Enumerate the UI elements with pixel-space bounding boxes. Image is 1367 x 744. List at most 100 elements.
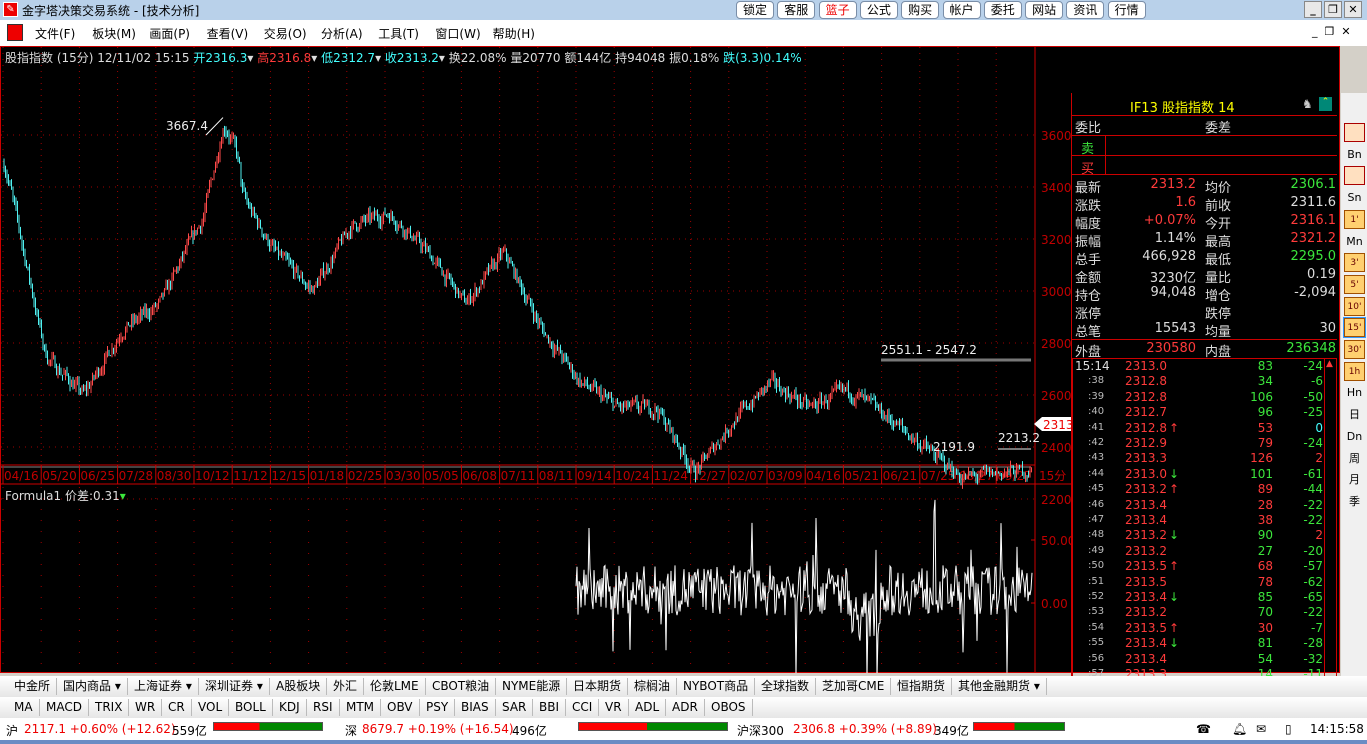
market-tab-1[interactable]: 国内商品 ▾: [57, 678, 128, 695]
indicator-tab-adl[interactable]: ADL: [629, 699, 667, 716]
indicator-tab-vr[interactable]: VR: [599, 699, 629, 716]
indicator-tab-mtm[interactable]: MTM: [340, 699, 382, 716]
market-tab-14[interactable]: 恒指期货: [891, 678, 953, 695]
quote-label: 今开: [1205, 217, 1232, 232]
menu-item-4[interactable]: 交易(O): [263, 27, 307, 41]
period-10m[interactable]: 10': [1344, 296, 1365, 316]
period-Hn[interactable]: Hn: [1346, 386, 1363, 400]
market-tab-7[interactable]: CBOT粮油: [426, 678, 497, 695]
top-button-7[interactable]: 网站: [1025, 1, 1064, 19]
indicator-tab-ma[interactable]: MA: [8, 699, 40, 716]
quote-value: 2295.0: [1290, 249, 1337, 264]
market-tab-3[interactable]: 深圳证券 ▾: [199, 678, 270, 695]
tick-price: 2312.7: [1125, 405, 1167, 420]
period-15m[interactable]: 15': [1343, 317, 1366, 339]
period-周[interactable]: 周: [1349, 451, 1360, 465]
indicator-tab-obv[interactable]: OBV: [381, 699, 420, 716]
expand-icon[interactable]: ⌃: [1319, 97, 1332, 111]
menu-item-7[interactable]: 窗口(W): [435, 27, 481, 41]
maximize-button[interactable]: ❐: [1324, 1, 1342, 18]
top-button-1[interactable]: 客服: [777, 1, 816, 19]
tick-list[interactable]: 15:14 2313.0 83 -24:38 2312.8 34 -6:39 2312.8 10…: [1072, 358, 1325, 712]
market-tab-12[interactable]: 全球指数: [755, 678, 817, 695]
market-tab-11[interactable]: NYBOT商品: [677, 678, 756, 695]
indicator-tab-trix[interactable]: TRIX: [89, 699, 130, 716]
market-tab-0[interactable]: 中金所: [8, 678, 58, 695]
period-chart[interactable]: [1344, 123, 1365, 142]
minimize-button[interactable]: _: [1304, 1, 1322, 18]
period-Sn[interactable]: Sn: [1347, 191, 1362, 205]
menu-item-8[interactable]: 帮助(H): [492, 27, 535, 41]
market-tab-8[interactable]: NYME能源: [496, 678, 568, 695]
phone-icon[interactable]: ▯: [1285, 722, 1292, 736]
indicator-tab-wr[interactable]: WR: [129, 699, 163, 716]
pin-icon[interactable]: ♞: [1302, 97, 1313, 111]
top-button-0[interactable]: 锁定: [736, 1, 774, 19]
period-1h[interactable]: 1h: [1344, 361, 1365, 381]
period-3m[interactable]: 3': [1344, 253, 1365, 273]
indicator-tab-cr[interactable]: CR: [162, 699, 192, 716]
tick-price: 2313.3: [1125, 451, 1167, 466]
market-tab-2[interactable]: 上海证券 ▾: [128, 678, 199, 695]
top-button-8[interactable]: 资讯: [1066, 1, 1105, 19]
indicator-tab-boll[interactable]: BOLL: [229, 699, 273, 716]
menu-item-1[interactable]: 板块(M): [92, 27, 136, 41]
bell-icon[interactable]: 🔔︎: [1232, 722, 1248, 736]
market-tab-10[interactable]: 棕榈油: [628, 678, 678, 695]
period-1m[interactable]: 1': [1344, 209, 1365, 229]
period-Dn[interactable]: Dn: [1346, 429, 1363, 443]
indicator-tab-kdj[interactable]: KDJ: [273, 699, 307, 716]
market-tab-15[interactable]: 其他金融期货 ▾: [952, 678, 1047, 695]
market-tab-9[interactable]: 日本期货: [567, 678, 629, 695]
tick-delta: 2: [1315, 451, 1323, 466]
quote-value: 30: [1319, 321, 1336, 336]
close-button[interactable]: ✕: [1344, 1, 1362, 18]
period-30m[interactable]: 30': [1344, 340, 1365, 359]
top-button-2[interactable]: 篮子: [818, 1, 857, 19]
tick-time: :43: [1088, 452, 1105, 464]
mail-icon[interactable]: ✉: [1256, 722, 1267, 736]
period-日[interactable]: 日: [1349, 408, 1360, 422]
market-tab-6[interactable]: 伦敦LME: [364, 678, 426, 695]
child-window-controls[interactable]: _ ❐ ✕: [1312, 25, 1351, 38]
tick-delta: -20: [1303, 543, 1323, 558]
indicator-tab-bbi[interactable]: BBI: [533, 699, 567, 716]
x-tick-label: 04/16: [806, 469, 841, 483]
x-tick-label: 05/20: [42, 469, 77, 483]
menu-item-2[interactable]: 画面(P): [149, 27, 190, 41]
top-button-4[interactable]: 购买: [901, 1, 940, 19]
market-tab-4[interactable]: A股板块: [270, 678, 328, 695]
y-tick-label: 2400: [1041, 441, 1071, 455]
menu-item-0[interactable]: 文件(F): [35, 27, 76, 41]
period-Mn[interactable]: Mn: [1346, 234, 1363, 248]
network-icon[interactable]: ☎: [1196, 722, 1211, 736]
market-tab-13[interactable]: 芝加哥CME: [816, 678, 892, 695]
indicator-tab-cci[interactable]: CCI: [566, 699, 600, 716]
top-button-5[interactable]: 帐户: [942, 1, 981, 19]
indicator-tab-bias[interactable]: BIAS: [455, 699, 496, 716]
top-button-3[interactable]: 公式: [859, 1, 898, 19]
tick-volume: 106: [1250, 389, 1273, 404]
indicator-tab-psy[interactable]: PSY: [420, 699, 456, 716]
market-tab-5[interactable]: 外汇: [327, 678, 365, 695]
indicator-tab-sar[interactable]: SAR: [496, 699, 534, 716]
period-Bn[interactable]: Bn: [1347, 147, 1362, 161]
indicator-tab-obos[interactable]: OBOS: [705, 699, 753, 716]
tick-scrollbar[interactable]: ▲ ▼: [1324, 358, 1337, 702]
menu-item-6[interactable]: 工具(T): [378, 27, 419, 41]
tick-delta: -62: [1303, 574, 1323, 589]
indicator-tab-macd[interactable]: MACD: [40, 699, 89, 716]
indicator-tab-adr[interactable]: ADR: [666, 699, 705, 716]
top-button-6[interactable]: 委托: [983, 1, 1022, 19]
menu-item-5[interactable]: 分析(A): [321, 27, 363, 41]
top-button-9[interactable]: 行情: [1107, 1, 1146, 19]
period-季[interactable]: 季: [1349, 494, 1360, 508]
period-chart2[interactable]: [1344, 166, 1365, 186]
period-月[interactable]: 月: [1349, 473, 1360, 487]
period-5m[interactable]: 5': [1344, 274, 1365, 294]
menu-item-3[interactable]: 查看(V): [206, 27, 249, 41]
indicator-tab-rsi[interactable]: RSI: [307, 699, 340, 716]
indicator-tab-vol[interactable]: VOL: [192, 699, 230, 716]
sz-value: 8679.7 +0.19% (+16.54): [362, 722, 514, 736]
